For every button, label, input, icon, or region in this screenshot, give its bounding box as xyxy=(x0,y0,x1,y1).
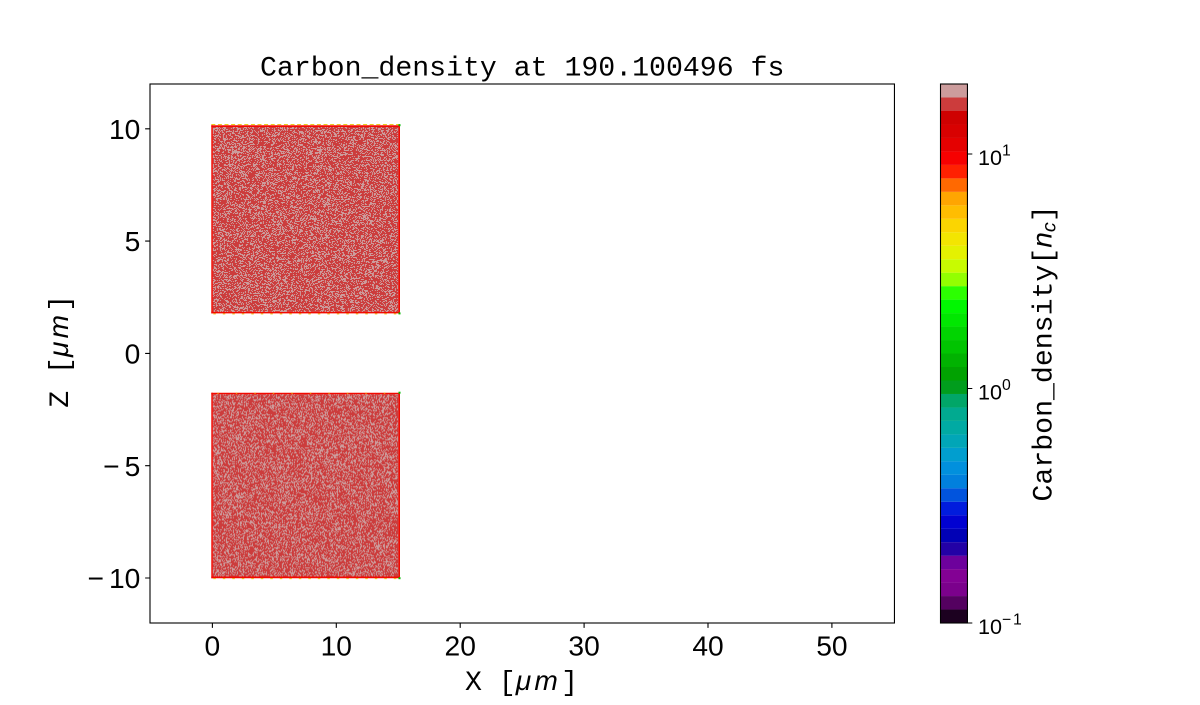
svg-text:0: 0 xyxy=(205,630,221,662)
svg-text:0: 0 xyxy=(125,338,141,370)
svg-text:Z [μm]: Z [μm] xyxy=(42,295,77,408)
svg-text:Carbon_density at 190.100496 f: Carbon_density at 190.100496 fs xyxy=(260,54,784,85)
svg-text:Carbon_density[nc]: Carbon_density[nc] xyxy=(1026,205,1061,501)
svg-text:50: 50 xyxy=(816,630,847,662)
svg-text:30: 30 xyxy=(568,630,599,662)
svg-text:10: 10 xyxy=(321,630,352,662)
svg-text:10: 10 xyxy=(109,113,140,145)
svg-text:−5: −5 xyxy=(103,450,140,482)
svg-text:X [μm]: X [μm] xyxy=(465,664,578,699)
svg-text:20: 20 xyxy=(445,630,476,662)
svg-text:5: 5 xyxy=(125,225,141,257)
svg-text:40: 40 xyxy=(692,630,723,662)
svg-text:−10: −10 xyxy=(87,562,140,594)
